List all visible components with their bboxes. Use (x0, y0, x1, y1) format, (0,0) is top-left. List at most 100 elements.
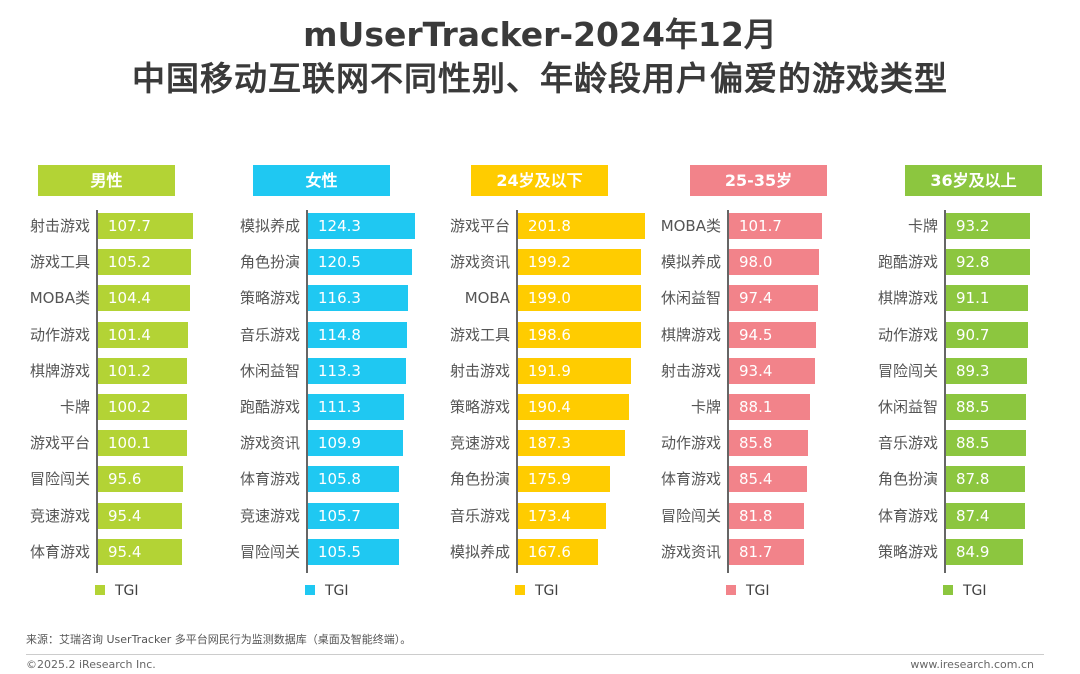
axis-line (306, 210, 308, 573)
bar-row: 游戏工具 198.6 (420, 321, 641, 348)
value-label: 107.7 (108, 217, 151, 235)
bar: 187.3 (518, 430, 626, 457)
category-label: 冒险闯关 (239, 542, 300, 561)
value-label: 95.4 (108, 542, 142, 561)
legend-label: TGI (963, 583, 987, 599)
bar: 116.3 (308, 285, 409, 312)
legend-swatch (943, 585, 953, 595)
copyright: ©2025.2 iResearch Inc. (26, 658, 156, 671)
legend: TGI (726, 583, 770, 599)
category-label: 体育游戏 (877, 506, 938, 525)
value-label: 88.5 (956, 398, 990, 416)
value-label: 94.5 (739, 325, 773, 344)
legend: TGI (515, 583, 559, 599)
category-label: 体育游戏 (660, 470, 721, 489)
value-label: 95.4 (108, 506, 142, 525)
category-label: MOBA类 (660, 217, 721, 235)
category-label: 棋牌游戏 (29, 361, 90, 380)
bar-row: 音乐游戏 88.5 (845, 430, 1055, 457)
value-label: 111.3 (318, 398, 361, 416)
category-label: 冒险闯关 (877, 361, 938, 380)
bar: 105.8 (308, 466, 400, 493)
bar-row: 模拟养成 167.6 (420, 538, 630, 565)
panel-header: 25-35岁 (690, 165, 827, 196)
category-label: MOBA类 (29, 289, 90, 308)
bar-row: 游戏工具 105.2 (0, 249, 210, 276)
category-label: 跑酷游戏 (239, 398, 300, 416)
bar-row: 角色扮演 120.5 (210, 249, 420, 276)
category-label: 竞速游戏 (449, 434, 510, 453)
bar: 90.7 (946, 321, 1028, 348)
chart-panel: 男性 射击游戏 107.7 游戏工具 105.2 MOBA类 104.4 动作游戏 101.4 棋… (0, 165, 210, 605)
bar: 95.6 (98, 466, 183, 493)
value-label: 167.6 (528, 542, 571, 561)
value-label: 116.3 (318, 289, 361, 308)
category-label: 游戏工具 (29, 253, 90, 272)
bar-row: 休闲益智 97.4 (630, 285, 840, 312)
value-label: 199.0 (528, 289, 571, 308)
bar: 101.2 (98, 357, 188, 384)
value-label: 85.8 (739, 434, 773, 453)
category-label: 冒险闯关 (29, 470, 90, 489)
category-label: 策略游戏 (239, 289, 300, 308)
category-label: 游戏平台 (449, 217, 510, 235)
category-label: 音乐游戏 (239, 325, 300, 344)
value-label: 175.9 (528, 470, 571, 489)
bar: 105.5 (308, 538, 399, 565)
value-label: 81.7 (739, 542, 773, 561)
value-label: 84.9 (956, 542, 990, 561)
category-label: 音乐游戏 (449, 506, 510, 525)
category-label: 动作游戏 (660, 434, 721, 453)
bar: 114.8 (308, 321, 407, 348)
bar: 98.0 (729, 249, 819, 276)
category-label: 动作游戏 (877, 325, 938, 344)
bar: 111.3 (308, 394, 404, 420)
category-label: 卡牌 (907, 217, 938, 235)
bar-row: 角色扮演 87.8 (845, 466, 1055, 493)
chart-title-line1: mUserTracker-2024年12月 (303, 15, 777, 54)
value-label: 173.4 (528, 506, 571, 525)
value-label: 109.9 (318, 434, 361, 453)
value-label: 88.1 (739, 398, 773, 416)
value-label: 114.8 (318, 325, 361, 344)
bar: 173.4 (518, 502, 607, 529)
value-label: 81.8 (739, 506, 773, 525)
value-label: 91.1 (956, 289, 990, 308)
value-label: 199.2 (528, 253, 571, 272)
value-label: 190.4 (528, 398, 571, 416)
value-label: 85.4 (739, 470, 773, 489)
value-label: 101.4 (108, 325, 151, 344)
legend-swatch (95, 585, 105, 595)
category-label: 卡牌 (690, 398, 721, 416)
bar: 100.2 (98, 394, 187, 420)
bar-row: 策略游戏 116.3 (210, 285, 420, 312)
category-label: 动作游戏 (29, 325, 90, 344)
legend: TGI (943, 583, 987, 599)
bar-row: 模拟养成 124.3 (210, 213, 420, 239)
bar: 88.5 (946, 430, 1026, 457)
category-label: 休闲益智 (877, 398, 938, 416)
value-label: 104.4 (108, 289, 151, 308)
bar: 87.4 (946, 502, 1025, 529)
bar-row: 体育游戏 105.8 (210, 466, 420, 493)
chart-panel: 36岁及以上 卡牌 93.2 跑酷游戏 92.8 棋牌游戏 91.1 动作游戏 90.7 冒险闯关… (845, 165, 1055, 605)
bar-row: 音乐游戏 173.4 (420, 502, 630, 529)
bar: 81.8 (729, 502, 804, 529)
bar-row: 模拟养成 98.0 (630, 249, 840, 276)
bar: 95.4 (98, 502, 183, 529)
bar: 124.3 (308, 213, 415, 239)
bar: 107.7 (98, 213, 194, 239)
bar-row: 游戏资讯 109.9 (210, 430, 420, 457)
category-label: 游戏平台 (29, 434, 90, 453)
bar: 85.8 (729, 430, 808, 457)
category-label: 游戏资讯 (449, 253, 510, 272)
category-label: 射击游戏 (660, 361, 721, 380)
category-label: 模拟养成 (449, 542, 510, 561)
value-label: 105.8 (318, 470, 361, 489)
bar: 101.4 (98, 321, 188, 348)
bar-row: 策略游戏 84.9 (845, 538, 1055, 565)
category-label: 休闲益智 (660, 289, 721, 308)
value-label: 105.5 (318, 542, 361, 561)
category-label: 棋牌游戏 (877, 289, 938, 308)
bar-row: 竞速游戏 95.4 (0, 502, 210, 529)
